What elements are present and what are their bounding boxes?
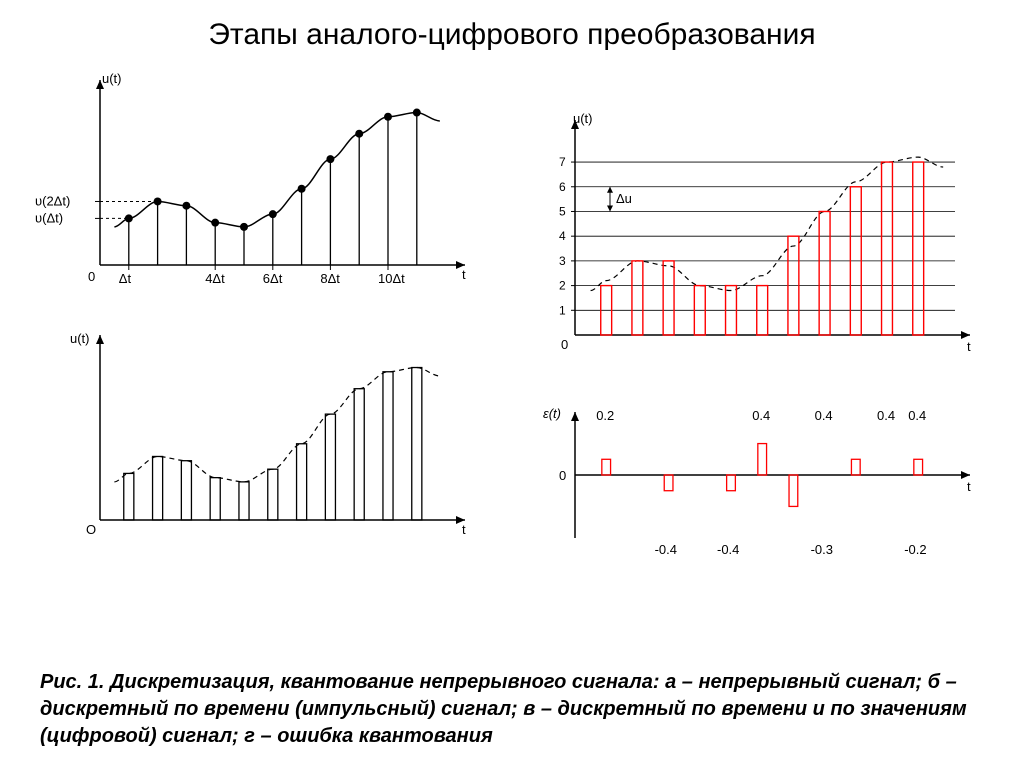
svg-text:-0.2: -0.2 (904, 542, 926, 557)
svg-text:0.2: 0.2 (596, 408, 614, 423)
svg-text:-0.4: -0.4 (717, 542, 739, 557)
svg-text:t: t (462, 522, 466, 537)
svg-text:1: 1 (559, 303, 566, 317)
chart-b-discrete-time: u(t) t O (30, 325, 480, 560)
svg-text:0.4: 0.4 (752, 408, 770, 423)
svg-text:υ(2Δt): υ(2Δt) (35, 193, 70, 208)
svg-text:Δt: Δt (119, 271, 132, 286)
svg-text:t: t (967, 339, 971, 354)
svg-text:8Δt: 8Δt (320, 271, 340, 286)
svg-text:Δu: Δu (616, 191, 632, 206)
svg-text:0.4: 0.4 (877, 408, 895, 423)
chart-a-sampling: u(t) t 0 υ(Δt) υ(2Δt) Δt 4Δt 6Δt 8Δt 10Δt (30, 70, 480, 305)
svg-text:O: O (86, 522, 96, 537)
svg-text:3: 3 (559, 254, 566, 268)
svg-text:-0.4: -0.4 (655, 542, 677, 557)
charts-area: u(t)t0υ(Δt)υ(2Δt)Δt4Δt6Δt8Δt10Δt u(t)tO … (0, 70, 1024, 630)
svg-text:4Δt: 4Δt (205, 271, 225, 286)
svg-text:4: 4 (559, 229, 566, 243)
svg-text:0: 0 (88, 269, 95, 284)
svg-text:u(t): u(t) (573, 111, 593, 126)
svg-text:7: 7 (559, 155, 566, 169)
svg-text:5: 5 (559, 204, 566, 218)
svg-text:6: 6 (559, 180, 566, 194)
svg-text:u(t): u(t) (70, 331, 90, 346)
svg-text:t: t (462, 267, 466, 282)
svg-text:ε(t): ε(t) (543, 406, 561, 421)
svg-text:2: 2 (559, 279, 566, 293)
chart-d-error: ε(t) t 0 0.2 -0.4 -0.4 0.4 0.4 -0.3 0.4 0.4 -0.2 (520, 400, 990, 565)
figure-caption: Рис. 1. Дискретизация, квантование непре… (40, 669, 984, 750)
svg-text:0: 0 (559, 468, 566, 483)
svg-text:-0.3: -0.3 (811, 542, 833, 557)
svg-text:0.4: 0.4 (815, 408, 833, 423)
svg-text:0.4: 0.4 (908, 408, 926, 423)
page-title: Этапы аналого-цифрового преобразования (0, 0, 1024, 52)
svg-text:u(t): u(t) (102, 71, 122, 86)
svg-text:10Δt: 10Δt (378, 271, 405, 286)
svg-text:0: 0 (561, 337, 568, 352)
svg-text:t: t (967, 479, 971, 494)
svg-text:6Δt: 6Δt (263, 271, 283, 286)
chart-c-quantized: u(t) t 0 1 2 3 4 5 6 7 Δu (520, 110, 990, 375)
svg-text:υ(Δt): υ(Δt) (35, 210, 63, 225)
